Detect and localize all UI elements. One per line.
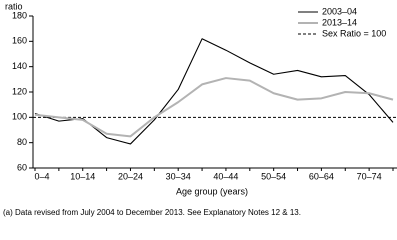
- footnote: (a) Data revised from July 2004 to Decem…: [3, 208, 301, 217]
- y-axis-label: ratio: [5, 1, 23, 11]
- data-line: [34, 38, 394, 145]
- y-tick-label: 60: [17, 162, 27, 172]
- y-tick-label: 180: [12, 10, 27, 20]
- data-line: [34, 77, 394, 138]
- x-tick-label: 30–34: [166, 171, 191, 181]
- y-tick-label: 80: [17, 137, 27, 147]
- legend-label: Sex Ratio = 100: [322, 28, 386, 38]
- chart: ratio Age group (years) (a) Data revised…: [3, 1, 397, 217]
- x-tick-label: 50–54: [261, 171, 286, 181]
- x-tick-label: 0–4: [34, 171, 49, 181]
- x-tick-label: 60–64: [309, 171, 334, 181]
- x-tick-label: 40–44: [213, 171, 238, 181]
- legend-label: 2013–14: [322, 17, 357, 27]
- y-tick-label: 100: [12, 112, 27, 122]
- y-tick-label: 120: [12, 86, 27, 96]
- y-tick-label: 140: [12, 61, 27, 71]
- x-tick-label: 10–14: [70, 171, 95, 181]
- x-tick-label: 20–24: [118, 171, 143, 181]
- x-axis-label: Age group (years): [176, 186, 248, 196]
- legend-label: 2003–04: [322, 6, 357, 16]
- y-tick-label: 160: [12, 36, 27, 46]
- x-tick-label: 70–74: [357, 171, 382, 181]
